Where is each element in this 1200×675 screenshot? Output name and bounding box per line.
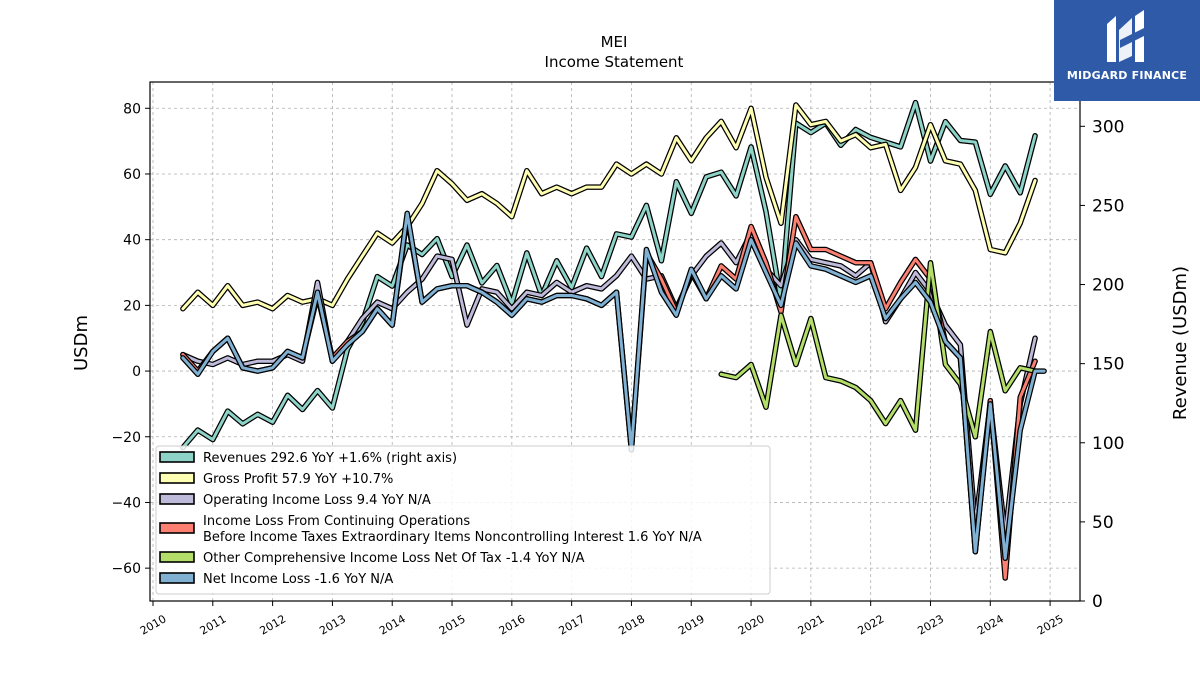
legend-item-5: Net Income Loss -1.6 YoY N/A bbox=[159, 572, 393, 587]
y-tick-label-left: 80 bbox=[123, 101, 141, 117]
legend-item-3: Income Loss From Continuing OperationsBe… bbox=[159, 514, 702, 545]
legend-label: Before Income Taxes Extraordinary Items … bbox=[203, 530, 702, 545]
legend-swatch bbox=[159, 551, 195, 563]
plot-area-frame bbox=[149, 81, 1081, 602]
chart-subtitle: Income Statement bbox=[545, 53, 684, 71]
legend-item-2: Operating Income Loss 9.4 YoY N/A bbox=[159, 493, 431, 508]
y-tick-label-right: 150 bbox=[1092, 355, 1124, 375]
logo-mark-icon bbox=[1107, 10, 1144, 62]
legend-swatch bbox=[159, 572, 195, 584]
y-tick-label-left: 20 bbox=[123, 298, 141, 314]
y-tick-label-left: −60 bbox=[111, 561, 141, 577]
series-stroke bbox=[719, 261, 1037, 439]
y-tick-label-right: 200 bbox=[1092, 276, 1124, 296]
legend-label: Revenues 292.6 YoY +1.6% (right axis) bbox=[203, 451, 457, 466]
y-axis-label-right: Revenue (USDm) bbox=[1170, 266, 1191, 420]
y-tick-label-left: 0 bbox=[132, 364, 141, 380]
legend-label: Operating Income Loss 9.4 YoY N/A bbox=[203, 493, 431, 508]
y-tick-label-right: 100 bbox=[1092, 434, 1124, 454]
y-tick-label-right: 250 bbox=[1092, 196, 1124, 216]
y-tick-label-right: 0 bbox=[1092, 592, 1103, 612]
legend-item-4: Other Comprehensive Income Loss Net Of T… bbox=[159, 551, 585, 566]
y-axis-label-left: USDm bbox=[71, 315, 92, 371]
series-line-1 bbox=[180, 102, 1038, 312]
legend-label: Other Comprehensive Income Loss Net Of T… bbox=[203, 551, 585, 566]
series-stroke bbox=[181, 211, 1046, 560]
legend-box bbox=[155, 445, 771, 595]
legend-item-1: Gross Profit 57.9 YoY +10.7% bbox=[159, 472, 393, 487]
y-tick-label-right: 50 bbox=[1092, 513, 1114, 533]
midgard-finance-logo: MIDGARD FINANCE bbox=[1054, 0, 1200, 101]
series-stroke bbox=[181, 101, 1037, 449]
y-tick-label-left: 40 bbox=[123, 233, 141, 249]
legend-swatch bbox=[159, 472, 195, 484]
series-lines bbox=[180, 99, 1047, 581]
left-axis-ticks: −60 −40 −20 0 20 40 60 80 bbox=[111, 101, 150, 577]
legend-swatch bbox=[159, 522, 195, 534]
series-line-0 bbox=[180, 99, 1038, 451]
legend-label: Income Loss From Continuing Operations bbox=[203, 514, 470, 529]
series-stroke bbox=[181, 103, 1037, 311]
logo-brand-text: MIDGARD FINANCE bbox=[1066, 69, 1188, 82]
legend-label: Net Income Loss -1.6 YoY N/A bbox=[203, 572, 393, 587]
legend-label: Gross Profit 57.9 YoY +10.7% bbox=[203, 472, 393, 487]
right-axis-ticks: 0 50 100 150 200 250 300 bbox=[1080, 117, 1124, 612]
legend-swatch bbox=[159, 451, 195, 463]
chart-title: MEI bbox=[601, 33, 628, 51]
series-line-4 bbox=[718, 259, 1038, 440]
y-tick-label-left: 60 bbox=[123, 167, 141, 183]
series-line-5 bbox=[180, 210, 1047, 562]
legend-swatch bbox=[159, 493, 195, 505]
y-tick-label-right: 300 bbox=[1092, 117, 1124, 137]
chart-legend: Revenues 292.6 YoY +1.6% (right axis) Gro… bbox=[155, 445, 771, 595]
y-tick-label-left: −20 bbox=[111, 430, 141, 446]
legend-item-0: Revenues 292.6 YoY +1.6% (right axis) bbox=[159, 451, 457, 466]
y-tick-label-left: −40 bbox=[111, 495, 141, 511]
